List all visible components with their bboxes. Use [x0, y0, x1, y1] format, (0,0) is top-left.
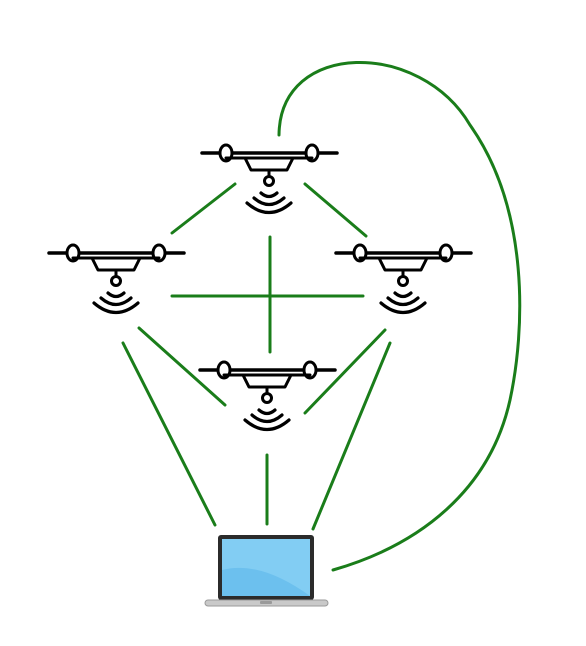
laptop-screen-glare	[222, 539, 310, 596]
link-lines	[121, 60, 522, 572]
laptop-icon	[204, 535, 329, 607]
link-right-laptop	[311, 341, 392, 531]
drone-top	[200, 143, 339, 215]
drone-icon	[334, 243, 473, 315]
drone-right	[334, 243, 473, 315]
drone-icon	[200, 143, 339, 215]
link-left-center	[137, 326, 227, 407]
link-top-laptop-arc	[277, 60, 522, 572]
laptop-notch	[260, 601, 272, 604]
link-left-laptop	[121, 341, 217, 527]
drone-icon	[47, 243, 186, 315]
drone-left	[47, 243, 186, 315]
link-top-right	[303, 182, 368, 238]
drone-center	[198, 360, 337, 432]
link-top-left	[170, 182, 237, 235]
link-right-center	[303, 328, 387, 415]
drone-icon	[198, 360, 337, 432]
